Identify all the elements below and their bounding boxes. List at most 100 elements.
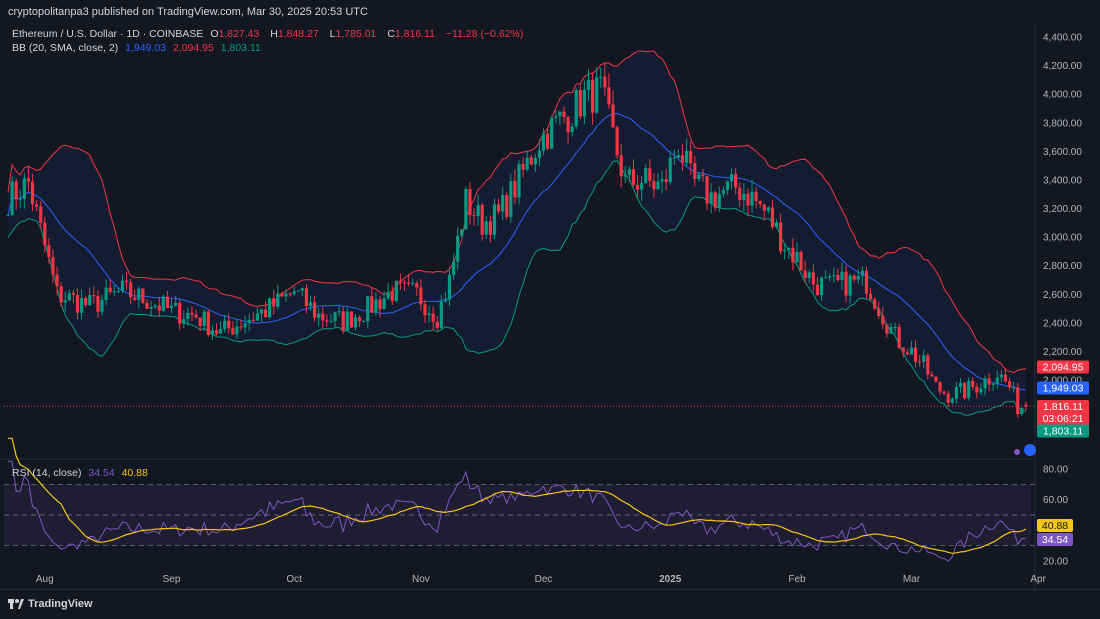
- time-tick-label: Oct: [286, 574, 302, 585]
- bb-lower-value: 1,803.11: [220, 42, 261, 54]
- candle-body: [1020, 407, 1024, 415]
- candle-body: [840, 271, 844, 281]
- candle-body: [39, 206, 43, 223]
- candle-body: [897, 326, 901, 348]
- candle-body: [958, 383, 963, 387]
- candle-body: [501, 194, 505, 212]
- candle-body: [574, 90, 578, 127]
- candle-body: [991, 383, 995, 385]
- candle-body: [345, 311, 349, 331]
- candle-body: [116, 291, 120, 293]
- bb-upper-value: 2,094.95: [172, 42, 214, 54]
- bb-upper-line: [7, 50, 1026, 374]
- candle-body: [578, 90, 582, 117]
- candle-body: [194, 314, 198, 318]
- candle-body: [815, 284, 820, 296]
- candle-body: [1016, 387, 1020, 415]
- symbol-title[interactable]: Ethereum / U.S. Dollar · 1D · COINBASE: [12, 28, 204, 40]
- candle-body: [157, 305, 161, 311]
- candle-body: [378, 299, 382, 310]
- candle-body: [149, 307, 153, 309]
- candle-body: [112, 291, 116, 293]
- time-tick-label: Sep: [163, 574, 181, 585]
- candle-body: [644, 168, 648, 184]
- candle-body: [55, 274, 59, 287]
- candle-body: [47, 245, 51, 258]
- candle-body: [615, 127, 619, 156]
- candle-body: [349, 311, 353, 328]
- candle-body: [811, 272, 815, 285]
- candle-body: [987, 378, 991, 385]
- bb-label[interactable]: BB (20, SMA, close, 2): [12, 42, 119, 54]
- candle-body: [386, 291, 390, 299]
- candle-body: [108, 287, 112, 292]
- candle-body: [586, 79, 591, 90]
- candle-body: [394, 280, 398, 301]
- candle-body: [1003, 374, 1008, 382]
- candle-body: [795, 252, 799, 263]
- candle-body: [995, 377, 999, 384]
- candle-body: [856, 275, 860, 280]
- candle-body: [43, 222, 47, 246]
- candle-body: [202, 311, 206, 327]
- candle-body: [603, 76, 607, 88]
- candle-body: [63, 300, 67, 303]
- time-tick-label: Feb: [788, 574, 806, 585]
- candle-body: [280, 293, 284, 297]
- candle-body: [754, 191, 758, 202]
- candle-body: [423, 304, 427, 316]
- candle-body: [742, 193, 746, 200]
- candle-body: [779, 222, 783, 252]
- candle-body: [713, 192, 717, 208]
- candle-body: [325, 320, 329, 322]
- rsi-ma-line: [8, 437, 1027, 554]
- candle-body: [864, 270, 869, 294]
- price-tick-label: 2,600.00: [1043, 290, 1082, 301]
- candle-body: [304, 288, 309, 307]
- candle-body: [946, 393, 950, 403]
- candle-body: [934, 376, 938, 382]
- low-label: L: [329, 28, 336, 40]
- candle-body: [374, 299, 378, 313]
- candle-body: [190, 312, 194, 315]
- candle-body: [407, 282, 411, 284]
- candle-body: [84, 298, 88, 306]
- candle-body: [476, 205, 480, 217]
- candle-body: [819, 277, 824, 296]
- rsi-tag-bg: [1037, 533, 1073, 546]
- candle-body: [705, 176, 709, 204]
- price-tick-label: 2,400.00: [1043, 318, 1082, 329]
- candle-body: [255, 313, 259, 321]
- candle-body: [382, 298, 386, 310]
- candle-body: [975, 386, 979, 393]
- candle-body: [889, 327, 893, 334]
- candle-body: [247, 319, 251, 324]
- candle-body: [550, 117, 554, 149]
- candle-body: [333, 312, 337, 322]
- candle-body: [71, 293, 76, 295]
- rsi-ma-tag-bg: [1037, 519, 1073, 532]
- time-tick-label: 2025: [659, 574, 682, 585]
- candle-body: [758, 201, 762, 205]
- tradingview-logo[interactable]: TradingView: [8, 598, 93, 610]
- candle-body: [664, 179, 668, 182]
- rsi-label[interactable]: RSI (14, close): [12, 467, 82, 479]
- candle-body: [300, 288, 304, 291]
- candle-body: [623, 175, 627, 177]
- candle-body: [860, 270, 864, 276]
- candle-body: [198, 317, 202, 327]
- candle-body: [169, 305, 174, 309]
- candle-body: [582, 89, 587, 117]
- candle-body: [676, 155, 681, 158]
- candle-body: [337, 311, 341, 313]
- candle-body: [484, 221, 488, 235]
- candle-body: [488, 221, 492, 235]
- candle-body: [750, 191, 754, 206]
- time-tick-label: Dec: [535, 574, 553, 585]
- candle-body: [505, 194, 509, 217]
- candle-body: [51, 257, 55, 275]
- candle-body: [828, 276, 832, 278]
- candle-body: [803, 270, 807, 278]
- candle-body: [214, 330, 219, 334]
